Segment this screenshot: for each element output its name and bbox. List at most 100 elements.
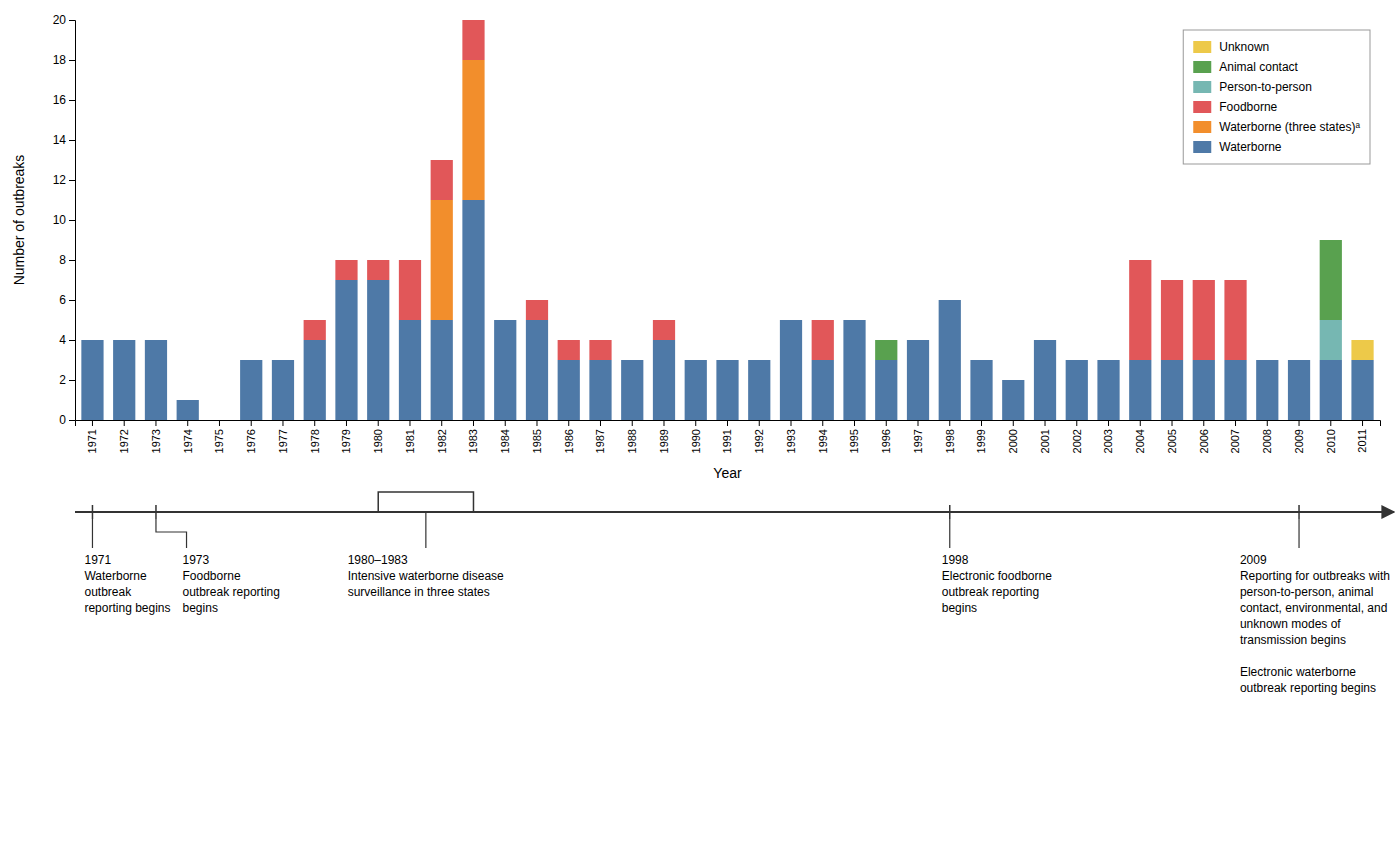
x-tick-mark: [918, 420, 919, 426]
x-tick-label: 1986: [563, 429, 575, 453]
bar-segment: [1224, 280, 1246, 281]
x-tick-label: 1988: [626, 429, 638, 453]
bar-segment: [780, 320, 802, 420]
bar-segment: [431, 160, 453, 161]
bar-segment: [526, 320, 548, 420]
bar-segment: [875, 340, 897, 360]
bar-segment: [1256, 360, 1278, 361]
bar-segment: [939, 300, 961, 420]
bar-segment: [494, 320, 516, 420]
bar-segment: [272, 360, 294, 361]
x-tick-label: 2003: [1102, 429, 1114, 453]
bar-segment: [145, 340, 167, 341]
y-tick-label: 6: [59, 293, 66, 307]
bar-segment: [1002, 380, 1024, 381]
legend-item: Person-to-person: [1193, 80, 1312, 94]
bar-segment: [1066, 360, 1088, 361]
x-tick-mark: [727, 420, 728, 426]
x-tick-mark: [473, 420, 474, 426]
bar-segment: [431, 320, 453, 420]
bar-segment: [907, 340, 929, 341]
bar-segment: [875, 340, 897, 341]
legend-item: Waterborne: [1193, 140, 1282, 154]
bar-segment: [843, 320, 865, 321]
bar-segment: [716, 360, 738, 361]
y-tick: 0: [59, 413, 75, 427]
annotation-line: outbreak reporting: [942, 585, 1039, 599]
legend: UnknownAnimal contactPerson-to-personFoo…: [1183, 30, 1370, 164]
bar-segment: [653, 320, 675, 321]
x-tick-mark: [791, 420, 792, 426]
bar-segment: [177, 400, 199, 401]
bar-segment: [399, 260, 421, 261]
bar-segment: [1066, 360, 1088, 420]
bar-segment: [685, 360, 707, 361]
bar-segment: [1097, 360, 1119, 361]
bar-segment: [335, 260, 357, 261]
bar-segment: [1320, 240, 1342, 241]
y-tick-mark: [69, 420, 75, 421]
x-tick: 1999: [975, 420, 987, 453]
legend-swatch: [1193, 101, 1211, 113]
bar-segment: [367, 260, 389, 261]
bar-segment: [1193, 360, 1215, 420]
bar-segment: [1034, 340, 1056, 341]
x-tick-label: 1997: [912, 429, 924, 453]
y-tick-mark: [69, 220, 75, 221]
bar-segment: [1224, 360, 1246, 420]
bar-segment: [177, 400, 199, 401]
bar-segment: [812, 360, 834, 420]
x-tick: 1980: [372, 420, 384, 453]
annotation-line: outbreak reporting: [183, 585, 280, 599]
bar-segment: [939, 300, 961, 301]
bar-segment: [335, 280, 357, 420]
bar-segment: [970, 360, 992, 361]
annotation-line: unknown modes of: [1240, 617, 1341, 631]
bar-segment: [907, 340, 929, 341]
bar-segment: [462, 200, 484, 420]
annotation-line: surveillance in three states: [348, 585, 490, 599]
x-tick-label: 1971: [86, 429, 98, 453]
x-tick-mark: [759, 420, 760, 426]
legend-swatch: [1193, 41, 1211, 53]
x-tick-label: 1985: [531, 429, 543, 453]
bar-segment: [240, 360, 262, 420]
bar-segment: [272, 360, 294, 361]
bar-segment: [1161, 280, 1183, 281]
bar-segment: [780, 320, 802, 321]
x-tick-label: 1984: [499, 429, 511, 453]
x-tick: 2011: [1356, 420, 1368, 453]
x-tick: 1976: [245, 420, 257, 453]
bar-segment: [240, 360, 262, 361]
bar-segment: [780, 320, 802, 321]
x-tick: 1973: [150, 420, 162, 453]
bar-segment: [812, 320, 834, 321]
y-tick: 18: [53, 53, 75, 67]
y-tick-mark: [69, 140, 75, 141]
y-tick-label: 16: [53, 93, 67, 107]
annotation: 2009Reporting for outbreaks withperson-t…: [1240, 553, 1390, 695]
bar-segment: [399, 260, 421, 261]
bars: [81, 20, 1373, 420]
bar-segment: [748, 360, 770, 361]
legend-box: [1183, 30, 1370, 164]
bar-segment: [621, 360, 643, 361]
bar-segment: [462, 20, 484, 60]
bar-segment: [1288, 360, 1310, 361]
x-tick-mark: [124, 420, 125, 426]
x-tick: 1991: [721, 420, 733, 453]
x-tick-mark: [536, 420, 537, 426]
bar-segment: [304, 320, 326, 321]
bar-segment: [272, 360, 294, 361]
bar-segment: [1034, 340, 1056, 341]
bar-segment: [1129, 260, 1151, 261]
x-tick: 1977: [277, 420, 289, 453]
x-tick-mark: [92, 420, 93, 426]
bar-segment: [335, 260, 357, 261]
x-tick-label: 2006: [1198, 429, 1210, 453]
bar-segment: [780, 320, 802, 321]
x-axis-title: Year: [713, 465, 742, 481]
x-tick-mark: [505, 420, 506, 426]
y-tick-mark: [69, 20, 75, 21]
annotation-connector: [425, 512, 426, 548]
